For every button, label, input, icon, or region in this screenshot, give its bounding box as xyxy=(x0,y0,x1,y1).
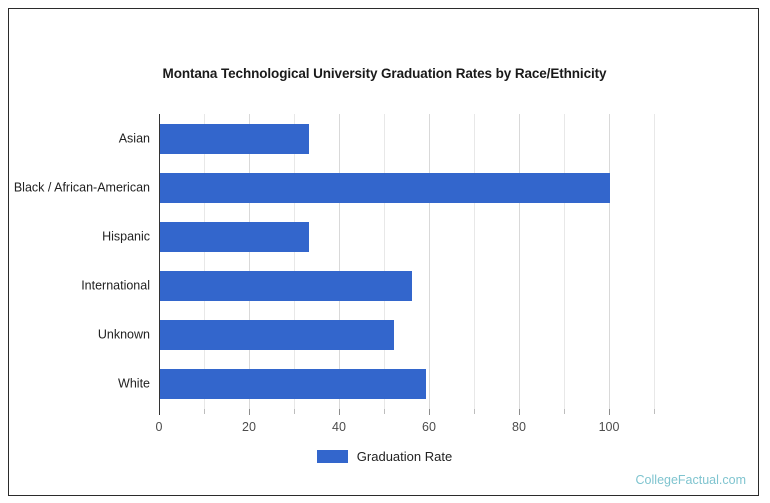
chart-title: Montana Technological University Graduat… xyxy=(162,66,607,81)
category-label: Hispanic xyxy=(102,229,150,244)
plot-area: 0 20 40 60 80 100 xyxy=(156,114,655,434)
category-label: Asian xyxy=(118,131,150,146)
bar-hispanic xyxy=(160,221,309,252)
gridline-major xyxy=(609,114,610,409)
chart-legend: Graduation Rate xyxy=(9,449,760,464)
tick-major xyxy=(429,409,430,415)
tick-minor xyxy=(204,409,205,414)
tick-major xyxy=(249,409,250,415)
gridline-major xyxy=(339,114,340,409)
chart-frame: Montana Technological University Graduat… xyxy=(8,8,759,496)
category-label: White xyxy=(118,376,150,391)
gridline-minor xyxy=(384,114,385,409)
bar-international xyxy=(160,271,412,302)
bar-black-african-american xyxy=(160,172,610,203)
bar-unknown xyxy=(160,320,394,351)
tick-minor xyxy=(384,409,385,414)
gridline-minor xyxy=(474,114,475,409)
tick-minor xyxy=(294,409,295,414)
bar-asian xyxy=(160,123,309,154)
category-label: Unknown xyxy=(97,327,150,342)
category-label: Black / African-American xyxy=(13,180,150,195)
tick-major xyxy=(609,409,610,415)
plot-background xyxy=(159,114,639,409)
legend-label-graduation-rate: Graduation Rate xyxy=(356,449,453,464)
tick-minor xyxy=(474,409,475,414)
x-tick-label: 20 xyxy=(242,420,256,434)
legend-swatch-graduation-rate xyxy=(316,450,348,463)
gridline-major xyxy=(519,114,520,409)
category-label: International xyxy=(81,278,150,293)
x-tick-label: 100 xyxy=(598,420,620,434)
gridline-major xyxy=(429,114,430,409)
x-tick-label: 60 xyxy=(422,420,436,434)
gridline-major xyxy=(249,114,250,409)
tick-minor xyxy=(564,409,565,414)
tick-minor xyxy=(654,409,655,414)
gridline-minor xyxy=(204,114,205,409)
collegefactual-watermark: CollegeFactual.com xyxy=(635,473,746,487)
gridline-minor xyxy=(654,114,655,409)
x-tick-label: 0 xyxy=(155,420,163,434)
tick-major xyxy=(159,409,160,415)
x-tick-label: 40 xyxy=(332,420,346,434)
gridline-minor xyxy=(564,114,565,409)
y-axis-line xyxy=(159,114,160,409)
tick-major xyxy=(519,409,520,415)
bar-white xyxy=(160,369,426,400)
gridline-minor xyxy=(294,114,295,409)
x-tick-label: 80 xyxy=(512,420,526,434)
tick-major xyxy=(339,409,340,415)
